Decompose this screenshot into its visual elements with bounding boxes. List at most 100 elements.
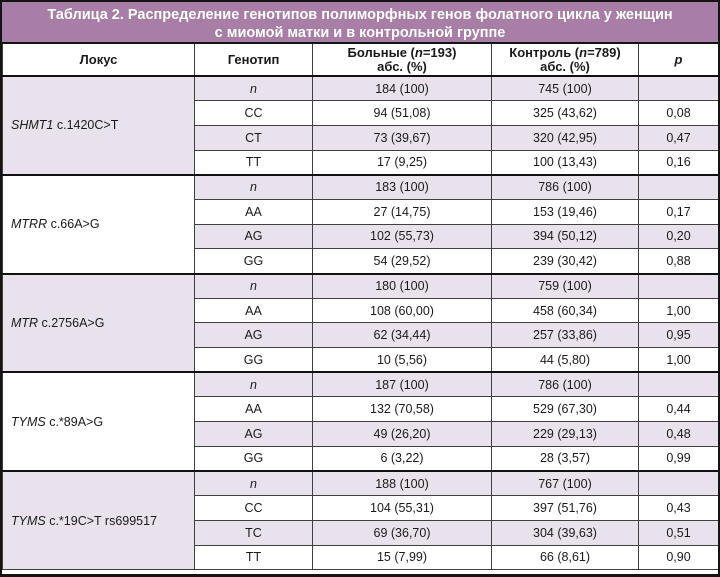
patients-header-sub: абс. (%) xyxy=(377,58,427,74)
table-title: Таблица 2. Распределение генотипов полим… xyxy=(2,2,718,44)
patients-cell: 108 (60,00) xyxy=(312,297,492,324)
p-cell: 0,48 xyxy=(638,421,718,447)
control-header-n: n xyxy=(579,44,588,60)
col-header-genotype: Генотип xyxy=(194,44,313,77)
p-cell: 0,44 xyxy=(638,396,718,423)
locus-cell: TYMS c.*89A>G xyxy=(2,371,195,472)
patients-cell: 49 (26,20) xyxy=(312,421,492,447)
p-cell: 1,00 xyxy=(638,347,718,373)
p-cell: 0,95 xyxy=(638,322,718,349)
patients-cell: 54 (29,52) xyxy=(312,248,492,274)
control-header-sub: абс. (%) xyxy=(540,58,590,74)
control-cell: 44 (5,80) xyxy=(491,347,639,373)
table-row: CC 104 (55,31) 397 (51,76) 0,43 xyxy=(3,495,718,521)
control-cell: 229 (29,13) xyxy=(491,421,639,447)
patients-cell: 180 (100) xyxy=(312,272,492,299)
table-row: AA 108 (60,00) 458 (60,34) 1,00 xyxy=(3,297,718,324)
control-cell: 320 (42,95) xyxy=(491,124,639,151)
genotype-cell: n xyxy=(194,75,313,102)
patients-header-count: =193) xyxy=(422,44,457,60)
genotype-cell: n xyxy=(194,371,313,398)
patients-cell: 187 (100) xyxy=(312,371,492,398)
patients-cell: 27 (14,75) xyxy=(312,198,492,225)
patients-cell: 62 (34,44) xyxy=(312,322,492,349)
control-cell: 786 (100) xyxy=(491,371,639,398)
p-cell: 0,16 xyxy=(638,149,718,176)
table-title-line1: Таблица 2. Распределение генотипов полим… xyxy=(47,7,673,23)
table-title-line2: с миомой матки и в контрольной группе xyxy=(214,25,506,41)
genotype-distribution-table: Локус Генотип Больные (n=193) абс. (%) К… xyxy=(2,44,718,571)
table-row: AG 102 (55,73) 394 (50,12) 0,20 xyxy=(3,223,718,250)
control-cell: 767 (100) xyxy=(491,470,639,497)
table-row: AG 62 (34,44) 257 (33,86) 0,95 xyxy=(3,322,718,349)
genotype-cell: CC xyxy=(194,495,313,521)
patients-cell: 94 (51,08) xyxy=(312,100,492,126)
header-row: Локус Генотип Больные (n=193) абс. (%) К… xyxy=(2,44,718,77)
p-cell: 0,20 xyxy=(638,223,718,250)
patients-cell: 15 (7,99) xyxy=(312,544,492,571)
patients-header-text: Больные ( xyxy=(347,44,415,60)
p-cell: 0,08 xyxy=(638,100,718,126)
p-cell xyxy=(638,75,718,102)
table-row: GG 6 (3,22) 28 (3,57) 0,99 xyxy=(3,445,718,472)
control-cell: 66 (8,61) xyxy=(491,544,639,571)
gene-name: MTRR xyxy=(11,217,48,232)
control-cell: 153 (19,46) xyxy=(491,198,639,225)
table-row: AA 27 (14,75) 153 (19,46) 0,17 xyxy=(3,198,718,225)
table-row: TC 69 (36,70) 304 (39,63) 0,51 xyxy=(3,519,718,546)
table-row: GG 10 (5,56) 44 (5,80) 1,00 xyxy=(3,347,718,373)
genotype-cell: AG xyxy=(194,223,313,250)
p-cell: 0,90 xyxy=(638,544,718,571)
locus-cell: MTRR c.66A>G xyxy=(2,173,195,274)
genotype-cell: n xyxy=(194,470,313,497)
genotype-cell: TC xyxy=(194,519,313,546)
p-cell xyxy=(638,371,718,398)
patients-cell: 73 (39,67) xyxy=(312,124,492,151)
col-header-locus: Локус xyxy=(2,44,195,77)
col-header-control: Контроль (n=789) абс. (%) xyxy=(491,44,639,77)
control-header-count: =789) xyxy=(587,44,621,60)
control-cell: 304 (39,63) xyxy=(491,519,639,546)
patients-cell: 17 (9,25) xyxy=(312,149,492,176)
locus-variant: c.66A>G xyxy=(47,217,100,232)
control-cell: 745 (100) xyxy=(491,75,639,102)
p-cell: 0,47 xyxy=(638,124,718,151)
table-row: CC 94 (51,08) 325 (43,62) 0,08 xyxy=(3,100,718,126)
locus-cell: TYMS c.*19C>T rs699517 xyxy=(2,470,195,571)
col-header-patients: Больные (n=193) абс. (%) xyxy=(312,44,492,77)
patients-cell: 6 (3,22) xyxy=(312,445,492,472)
patients-cell: 10 (5,56) xyxy=(312,347,492,373)
table-row: TT 17 (9,25) 100 (13,43) 0,16 xyxy=(3,149,718,176)
control-header-text: Контроль ( xyxy=(509,44,580,60)
table-row: TYMS c.*19C>T rs699517 n 188 (100) 767 (… xyxy=(2,470,718,571)
p-cell: 0,88 xyxy=(638,248,718,274)
genotype-cell: TT xyxy=(194,544,313,571)
control-cell: 759 (100) xyxy=(491,272,639,299)
col-header-p: p xyxy=(638,44,718,77)
table-row: CT 73 (39,67) 320 (42,95) 0,47 xyxy=(3,124,718,151)
p-cell xyxy=(638,470,718,497)
genotype-cell: TT xyxy=(194,149,313,176)
locus-variant: c.2756A>G xyxy=(38,315,105,330)
locus-cell: SHMT1 c.1420C>T xyxy=(2,75,195,176)
control-cell: 100 (13,43) xyxy=(491,149,639,176)
patients-cell: 184 (100) xyxy=(312,75,492,102)
p-cell: 0,43 xyxy=(638,495,718,521)
genotype-cell: AA xyxy=(194,297,313,324)
genotype-cell: AG xyxy=(194,421,313,447)
genotype-cell: GG xyxy=(194,347,313,373)
control-cell: 529 (67,30) xyxy=(491,396,639,423)
table-row: TT 15 (7,99) 66 (8,61) 0,90 xyxy=(3,544,718,571)
locus-variant: c.1420C>T xyxy=(53,118,119,133)
genotype-cell: CT xyxy=(194,124,313,151)
table-row: MTRR c.66A>G n 183 (100) 786 (100) xyxy=(2,173,718,274)
patients-cell: 132 (70,58) xyxy=(312,396,492,423)
control-cell: 458 (60,34) xyxy=(491,297,639,324)
locus-variant: c.*89A>G xyxy=(45,414,104,429)
control-cell: 28 (3,57) xyxy=(491,445,639,472)
control-cell: 257 (33,86) xyxy=(491,322,639,349)
control-cell: 786 (100) xyxy=(491,173,639,200)
p-cell xyxy=(638,272,718,299)
genotype-cell: AA xyxy=(194,198,313,225)
table-row: TYMS c.*89A>G n 187 (100) 786 (100) xyxy=(2,371,718,472)
